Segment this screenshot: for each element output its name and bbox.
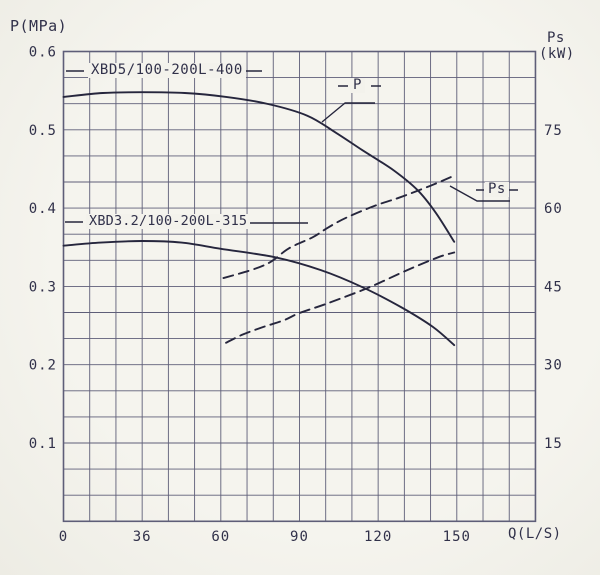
bottom-axis-tick-label: 0 [59,529,68,545]
pressure-curve-label: P [350,78,365,93]
plot-border [62,50,537,523]
curve-label-xbd5: XBD5/100-200L-400 [88,63,246,78]
curve-label-xbd3-2: XBD3.2/100-200L-315 [86,214,251,229]
bottom-axis-tick-label: 120 [364,529,392,545]
left-axis-tick-label: 0.3 [29,279,57,295]
right-axis-tick-label: 30 [544,358,563,374]
right-axis-tick-label: 75 [544,123,563,139]
right-axis-title-line1: Ps [547,30,565,46]
right-axis-tick-label: 45 [544,279,563,295]
left-axis-tick-label: 0.2 [29,358,57,374]
bottom-axis-title: Q(L/S) [508,526,562,542]
label-leader-line [321,102,375,123]
right-axis-tick-label: 60 [544,201,563,217]
bottom-axis-tick-label: 60 [211,529,230,545]
left-axis-tick-label: 0.6 [29,45,57,61]
bottom-axis-tick-label: 90 [290,529,309,545]
left-axis-tick-label: 0.5 [29,123,57,139]
bottom-axis-tick-label: 150 [443,529,471,545]
bottom-axis-tick-label: 36 [133,529,152,545]
curve-series-3 [225,251,456,344]
right-axis-title-line2: (kW) [539,46,575,62]
label-leader-line [449,185,510,202]
left-axis-title: P(MPa) [10,17,68,35]
curve-series-2 [222,175,453,279]
right-axis-tick-label: 15 [544,436,563,452]
power-curve-label: Ps [485,182,509,197]
left-axis-tick-label: 0.4 [29,201,57,217]
left-axis-tick-label: 0.1 [29,436,57,452]
